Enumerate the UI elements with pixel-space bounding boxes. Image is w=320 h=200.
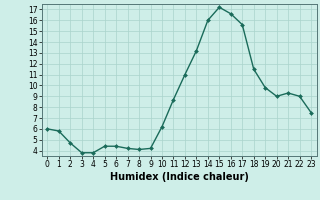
- X-axis label: Humidex (Indice chaleur): Humidex (Indice chaleur): [110, 172, 249, 182]
